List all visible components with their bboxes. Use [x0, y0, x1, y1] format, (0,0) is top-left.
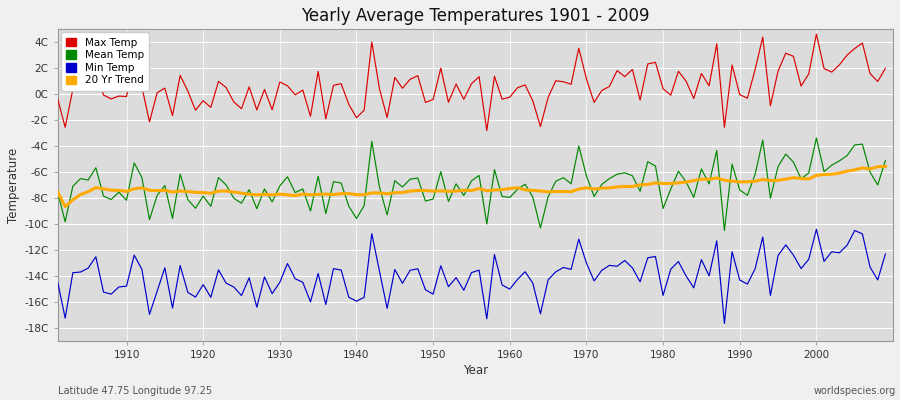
- Mean Temp: [497, 194, 508, 199]
- Min Temp: [113, 284, 124, 289]
- Mean Temp: [504, 195, 515, 200]
- 20 Yr Trend: [290, 193, 301, 198]
- Max Temp: [282, 83, 292, 88]
- Legend: Max Temp, Mean Temp, Min Temp, 20 Yr Trend: Max Temp, Mean Temp, Min Temp, 20 Yr Tre…: [60, 32, 148, 91]
- Max Temp: [504, 95, 515, 100]
- Mean Temp: [113, 190, 124, 194]
- Line: Max Temp: Max Temp: [58, 34, 886, 130]
- Max Temp: [482, 128, 492, 133]
- Min Temp: [497, 283, 508, 288]
- 20 Yr Trend: [52, 189, 63, 194]
- Min Temp: [597, 268, 608, 273]
- Text: Latitude 47.75 Longitude 97.25: Latitude 47.75 Longitude 97.25: [58, 386, 212, 396]
- Max Temp: [52, 96, 63, 101]
- Min Temp: [504, 287, 515, 292]
- Min Temp: [282, 261, 292, 266]
- Max Temp: [328, 83, 339, 88]
- Text: worldspecies.org: worldspecies.org: [814, 386, 896, 396]
- Min Temp: [880, 252, 891, 256]
- X-axis label: Year: Year: [463, 364, 488, 377]
- Line: Min Temp: Min Temp: [58, 229, 886, 323]
- Max Temp: [604, 84, 615, 89]
- Mean Temp: [719, 228, 730, 233]
- Min Temp: [719, 321, 730, 326]
- Y-axis label: Temperature: Temperature: [7, 148, 20, 223]
- Min Temp: [328, 266, 339, 271]
- Mean Temp: [282, 174, 292, 179]
- Max Temp: [880, 66, 891, 71]
- Mean Temp: [597, 182, 608, 187]
- Line: 20 Yr Trend: 20 Yr Trend: [58, 166, 886, 207]
- 20 Yr Trend: [336, 191, 346, 196]
- 20 Yr Trend: [512, 185, 523, 190]
- Line: Mean Temp: Mean Temp: [58, 138, 886, 230]
- Mean Temp: [52, 189, 63, 194]
- 20 Yr Trend: [604, 186, 615, 190]
- 20 Yr Trend: [59, 204, 70, 209]
- Mean Temp: [328, 179, 339, 184]
- 20 Yr Trend: [122, 189, 132, 194]
- Mean Temp: [811, 136, 822, 140]
- 20 Yr Trend: [504, 186, 515, 191]
- 20 Yr Trend: [880, 164, 891, 169]
- Min Temp: [811, 227, 822, 232]
- Title: Yearly Average Temperatures 1901 - 2009: Yearly Average Temperatures 1901 - 2009: [301, 7, 650, 25]
- Mean Temp: [880, 158, 891, 163]
- Max Temp: [512, 85, 523, 90]
- Max Temp: [113, 94, 124, 98]
- Min Temp: [52, 279, 63, 284]
- Max Temp: [811, 32, 822, 36]
